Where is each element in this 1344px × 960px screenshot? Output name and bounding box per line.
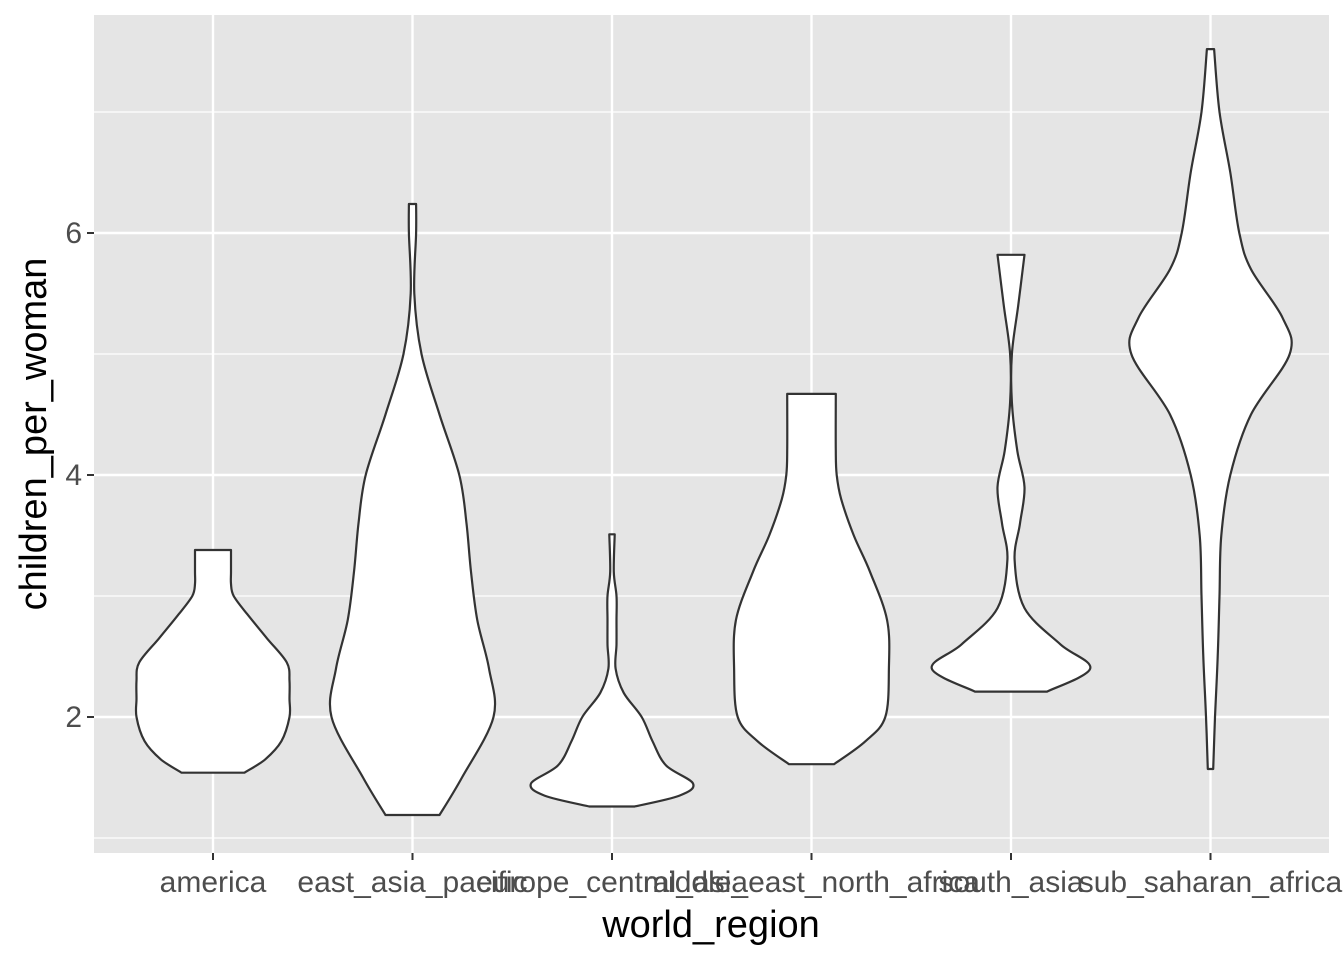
y-axis-ticks: 2 4 6 [65,217,94,734]
x-axis-ticks: america east_asia_pacificeurope_central_a… [160,853,1343,899]
violin-america [134,548,292,774]
violin-east_asia_pacific [328,202,497,817]
plot-panel [94,15,1329,853]
violin-sub_saharan_africa [1128,48,1293,771]
x-tick-label: america [160,866,267,899]
y-tick-label: 4 [65,459,82,492]
x-axis-title: world_region [601,904,820,946]
minor-gridlines [94,111,1329,839]
violin-europe_central_asia [529,533,695,808]
x-tick-label: east_asia_pacific [297,866,527,899]
y-tick-label: 6 [65,217,82,250]
x-tick-label: sub_saharan_africa [1079,866,1343,899]
y-tick-label: 2 [65,701,82,734]
violin-middle_east_north_africa [732,392,891,766]
violin-south_asia [930,253,1092,693]
x-tick-label: middle_east_north_africa [643,866,980,899]
violins [134,48,1293,817]
x-tick-label: europe_central_asia [476,866,748,899]
x-tick-label: south_asia [938,866,1083,899]
y-axis-title: children_per_woman [13,258,55,611]
